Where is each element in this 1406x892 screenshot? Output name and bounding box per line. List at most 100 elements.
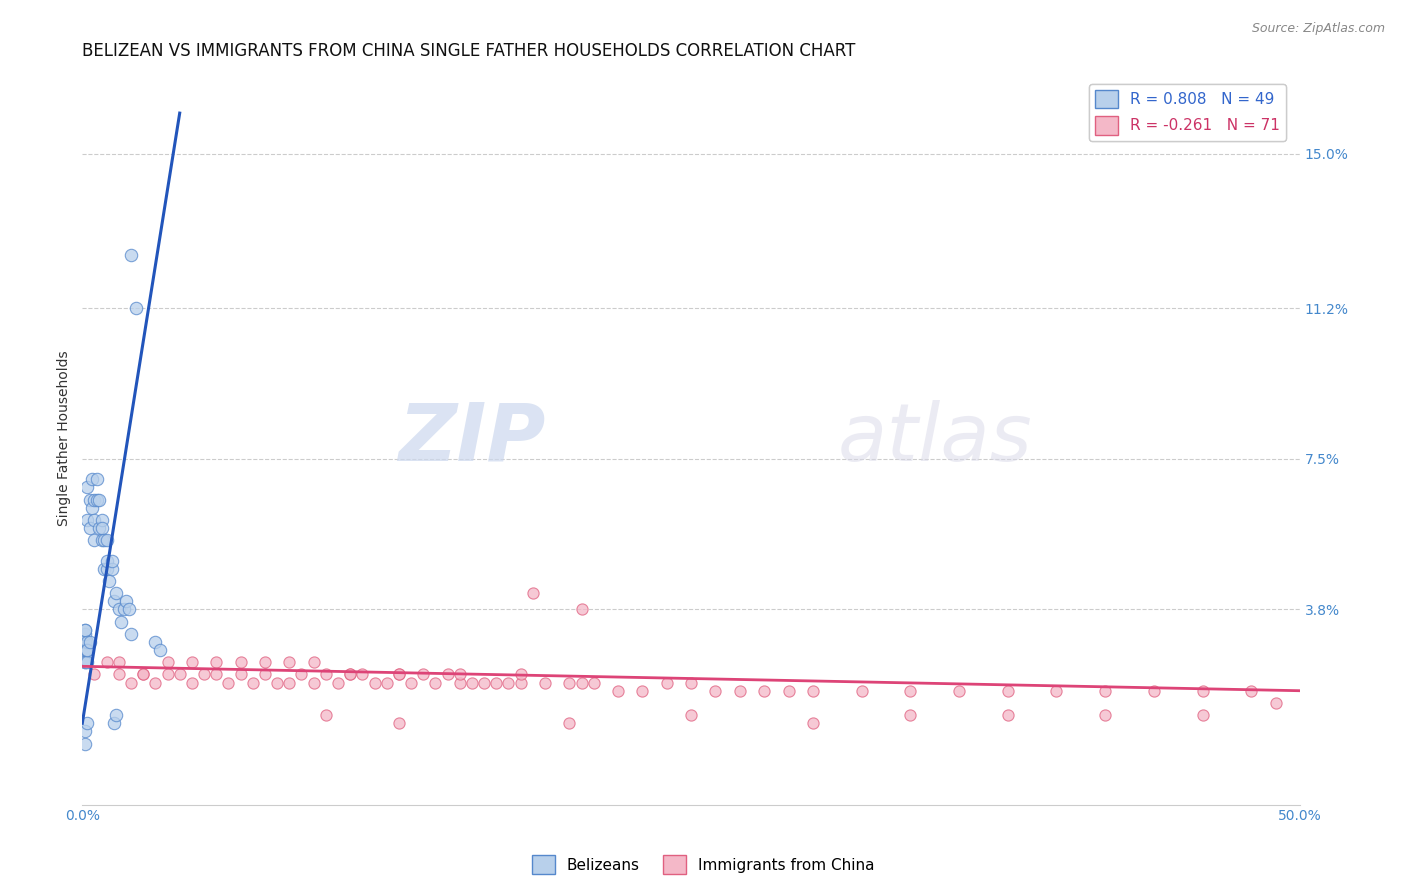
Point: [485, 675, 508, 690]
Point: [143, 675, 166, 690]
Point: [100, 562, 122, 576]
Point: [73, 737, 96, 751]
Point: [1094, 683, 1116, 698]
Point: [509, 667, 531, 681]
Text: atlas: atlas: [837, 400, 1032, 477]
Point: [80, 472, 103, 486]
Point: [73, 724, 96, 739]
Point: [120, 675, 142, 690]
Point: [217, 675, 239, 690]
Point: [582, 675, 605, 690]
Point: [98, 574, 121, 588]
Point: [1094, 708, 1116, 723]
Point: [1240, 683, 1263, 698]
Point: [103, 594, 125, 608]
Point: [73, 627, 96, 641]
Point: [79, 635, 101, 649]
Point: [728, 683, 751, 698]
Y-axis label: Single Father Households: Single Father Households: [58, 351, 72, 526]
Point: [76, 513, 98, 527]
Point: [73, 623, 96, 637]
Point: [73, 635, 96, 649]
Point: [117, 602, 139, 616]
Point: [571, 675, 593, 690]
Point: [112, 602, 135, 616]
Point: [801, 716, 824, 731]
Legend: R = 0.808   N = 49, R = -0.261   N = 71: R = 0.808 N = 49, R = -0.261 N = 71: [1090, 84, 1286, 141]
Point: [997, 683, 1019, 698]
Point: [76, 643, 98, 657]
Point: [96, 533, 118, 548]
Point: [898, 708, 921, 723]
Point: [89, 521, 111, 535]
Point: [89, 492, 111, 507]
Point: [278, 655, 301, 669]
Point: [105, 708, 128, 723]
Point: [73, 635, 96, 649]
Point: [108, 602, 131, 616]
Point: [205, 667, 228, 681]
Point: [253, 655, 276, 669]
Point: [375, 675, 398, 690]
Point: [193, 667, 215, 681]
Point: [90, 521, 112, 535]
Point: [558, 675, 581, 690]
Point: [229, 655, 252, 669]
Point: [534, 675, 557, 690]
Point: [425, 675, 447, 690]
Point: [83, 667, 105, 681]
Point: [754, 683, 776, 698]
Point: [86, 492, 108, 507]
Point: [339, 667, 361, 681]
Point: [399, 675, 422, 690]
Point: [1045, 683, 1067, 698]
Point: [96, 562, 118, 576]
Point: [108, 667, 131, 681]
Point: [278, 675, 301, 690]
Point: [83, 533, 105, 548]
Point: [1191, 683, 1213, 698]
Point: [76, 716, 98, 731]
Point: [655, 675, 678, 690]
Point: [132, 667, 155, 681]
Point: [290, 667, 312, 681]
Point: [449, 675, 471, 690]
Point: [801, 683, 824, 698]
Point: [100, 553, 122, 567]
Point: [461, 675, 484, 690]
Point: [169, 667, 191, 681]
Point: [115, 594, 138, 608]
Point: [90, 533, 112, 548]
Point: [997, 708, 1019, 723]
Point: [412, 667, 434, 681]
Point: [73, 623, 96, 637]
Point: [388, 716, 411, 731]
Point: [132, 667, 155, 681]
Point: [681, 675, 703, 690]
Point: [948, 683, 970, 698]
Point: [266, 675, 288, 690]
Point: [83, 513, 105, 527]
Point: [363, 675, 385, 690]
Point: [180, 675, 202, 690]
Point: [436, 667, 458, 681]
Point: [339, 667, 361, 681]
Point: [96, 553, 118, 567]
Point: [73, 643, 96, 657]
Point: [90, 513, 112, 527]
Point: [631, 683, 654, 698]
Text: BELIZEAN VS IMMIGRANTS FROM CHINA SINGLE FATHER HOUSEHOLDS CORRELATION CHART: BELIZEAN VS IMMIGRANTS FROM CHINA SINGLE…: [83, 42, 856, 60]
Point: [93, 562, 115, 576]
Point: [522, 586, 544, 600]
Point: [326, 675, 349, 690]
Point: [302, 675, 325, 690]
Point: [76, 655, 98, 669]
Point: [315, 708, 337, 723]
Point: [86, 472, 108, 486]
Point: [93, 533, 115, 548]
Point: [103, 716, 125, 731]
Point: [1143, 683, 1166, 698]
Point: [1191, 708, 1213, 723]
Point: [73, 655, 96, 669]
Point: [83, 492, 105, 507]
